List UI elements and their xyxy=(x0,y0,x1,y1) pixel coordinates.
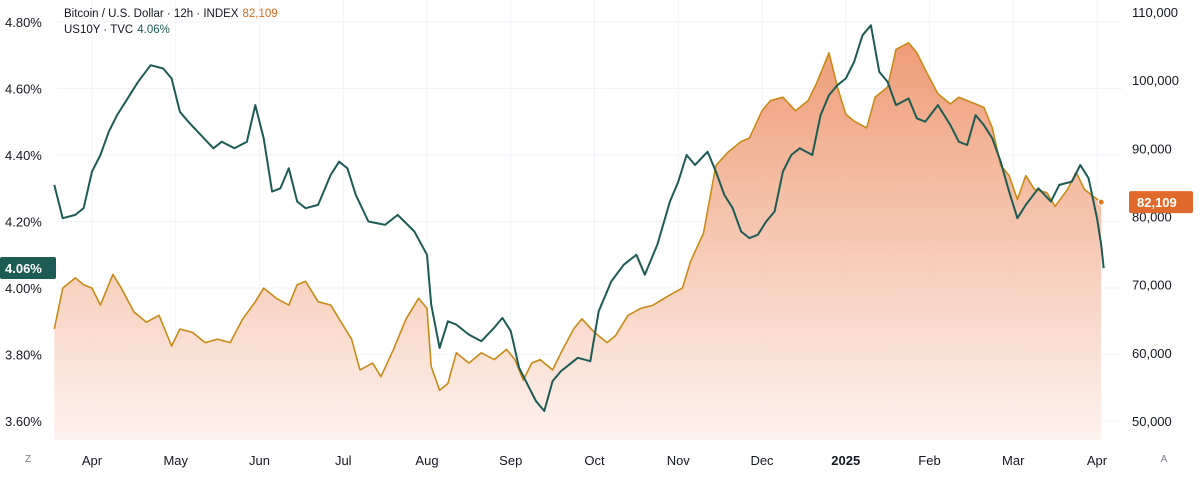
left-tick-label: 4.80% xyxy=(5,15,42,30)
x-tick-label: Jul xyxy=(335,453,352,468)
x-tick-label: Aug xyxy=(415,453,438,468)
x-tick-label: 2025 xyxy=(831,453,860,468)
btc-last-point xyxy=(1097,198,1105,206)
right-scale-auto-button[interactable]: A xyxy=(1160,454,1168,465)
x-tick-label: Jun xyxy=(249,453,270,468)
x-axis[interactable]: Apr May Jun Jul Aug Sep Oct Nov Dec 2025 Feb Mar Apr xyxy=(82,453,1108,468)
x-tick-label: Nov xyxy=(667,453,691,468)
legend-yield-label: US10Y · TVC xyxy=(64,24,134,36)
x-tick-label: Feb xyxy=(918,453,940,468)
left-tick-label: 3.60% xyxy=(5,414,42,429)
left-tick-label: 4.60% xyxy=(5,82,42,97)
x-tick-label: Apr xyxy=(1087,453,1108,468)
x-tick-label: Oct xyxy=(584,453,605,468)
btc-badge-text: 82,109 xyxy=(1137,195,1177,210)
right-tick-label: 50,000 xyxy=(1132,414,1172,429)
x-tick-label: Apr xyxy=(82,453,103,468)
right-tick-label: 100,000 xyxy=(1132,73,1179,88)
x-tick-label: Sep xyxy=(499,453,522,468)
x-tick-label: Dec xyxy=(750,453,774,468)
right-tick-label: 60,000 xyxy=(1132,346,1172,361)
left-tick-label: 4.00% xyxy=(5,281,42,296)
right-tick-label: 80,000 xyxy=(1132,210,1172,225)
left-tick-label: 4.20% xyxy=(5,215,42,230)
x-tick-label: May xyxy=(163,453,188,468)
x-tick-label: Mar xyxy=(1002,453,1025,468)
legend-yield-row[interactable]: US10Y · TVC 4.06% xyxy=(64,22,278,38)
legend-btc-label: Bitcoin / U.S. Dollar · 12h · INDEX xyxy=(64,8,239,20)
us10y-last-value-badge: 4.06% xyxy=(0,257,56,280)
right-tick-label: 110,000 xyxy=(1132,5,1178,20)
btc-area xyxy=(54,42,1102,440)
left-tick-label: 4.40% xyxy=(5,148,42,163)
right-axis[interactable]: 50,000 60,000 70,000 80,000 90,000 100,000 110… xyxy=(1132,5,1179,429)
right-tick-label: 70,000 xyxy=(1132,278,1172,293)
legend-btc-row[interactable]: Bitcoin / U.S. Dollar · 12h · INDEX 82,10… xyxy=(64,6,278,22)
legend-yield-value: 4.06% xyxy=(137,24,170,36)
us10y-line[interactable] xyxy=(53,24,1105,412)
btc-last-value-badge: 82,109 xyxy=(1129,191,1193,214)
legend: Bitcoin / U.S. Dollar · 12h · INDEX 82,10… xyxy=(64,6,278,38)
right-tick-label: 90,000 xyxy=(1132,141,1172,156)
btc-line[interactable] xyxy=(53,41,1102,392)
legend-btc-value: 82,109 xyxy=(242,8,278,20)
left-axis[interactable]: 3.60% 3.80% 4.00% 4.20% 4.40% 4.60% 4.80% xyxy=(5,15,42,429)
us10y-badge-text: 4.06% xyxy=(5,261,42,276)
left-tick-label: 3.80% xyxy=(5,348,42,363)
left-scale-z-button[interactable]: Z xyxy=(24,454,32,465)
